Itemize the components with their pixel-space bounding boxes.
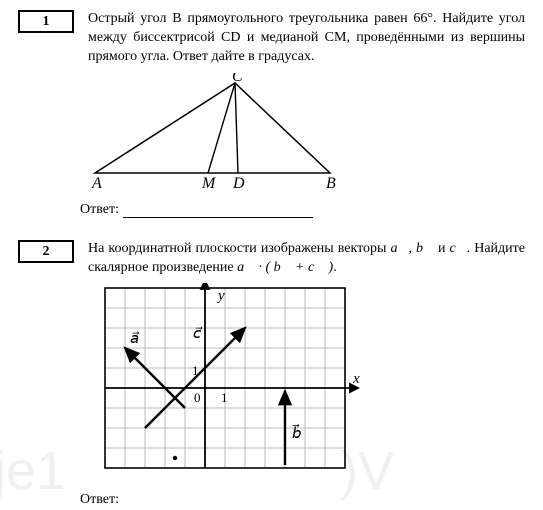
- problem-2-number: 2: [18, 240, 74, 263]
- problem-1-answer: Ответ:: [80, 202, 525, 218]
- p2-b: b⃗: [416, 241, 434, 256]
- label-A: A: [91, 175, 102, 192]
- p2-expr: a⃗ · ( b⃗ + c⃗ ): [237, 260, 333, 275]
- axis-x-label: x: [352, 371, 360, 387]
- p2-c: c⃗: [450, 241, 467, 256]
- problem-1-number: 1: [18, 10, 74, 33]
- problem-2: 2 На координатной плоскости изображены в…: [18, 240, 525, 278]
- problem-2-answer: Ответ:: [80, 492, 525, 508]
- problem-2-figure: y x 1 0 1 a⃗ c⃗ b⃗: [80, 283, 525, 488]
- ghost-left: je1: [0, 440, 66, 502]
- p2-s2: и: [434, 241, 450, 256]
- vector-b-label: b⃗: [292, 424, 302, 443]
- label-M: M: [201, 175, 217, 192]
- coord-plane-diagram: y x 1 0 1 a⃗ c⃗ b⃗: [80, 283, 370, 483]
- tick-1x: 1: [221, 390, 228, 405]
- problem-1-text: Острый угол B прямоугольного треугольник…: [88, 10, 525, 67]
- problem-1: 1 Острый угол B прямоугольного треугольн…: [18, 10, 525, 67]
- p2-dot: .: [333, 260, 337, 275]
- answer-label-2: Ответ:: [80, 492, 123, 508]
- axis-y-label: y: [216, 288, 225, 304]
- p2-s1: ,: [408, 241, 416, 256]
- triangle-diagram: A M D B C: [80, 73, 340, 193]
- label-B: B: [326, 175, 336, 192]
- vector-a-label: a⃗: [130, 331, 139, 347]
- p2-a: a⃗: [391, 241, 409, 256]
- problem-2-text: На координатной плоскости изображены век…: [88, 240, 525, 278]
- label-D: D: [232, 175, 245, 192]
- tick-0: 0: [194, 390, 201, 405]
- label-C: C: [232, 73, 243, 85]
- answer-line-1[interactable]: [123, 203, 313, 218]
- problem-1-figure: A M D B C: [80, 73, 525, 198]
- answer-label-1: Ответ:: [80, 202, 123, 218]
- p2-pre: На координатной плоскости изображены век…: [88, 241, 391, 256]
